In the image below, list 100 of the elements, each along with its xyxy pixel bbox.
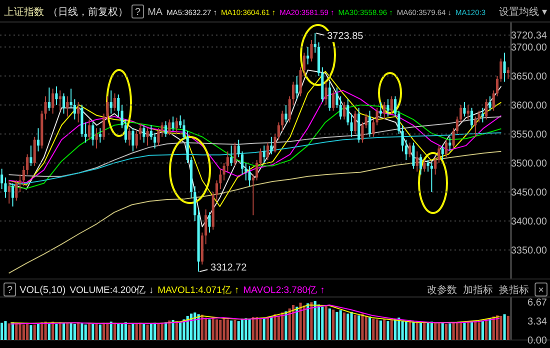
- candlestick: [296, 75, 298, 100]
- bar: [506, 316, 510, 340]
- bar: [444, 324, 448, 340]
- bar: [328, 308, 331, 340]
- candlestick: [386, 98, 390, 118]
- bar: [496, 315, 499, 340]
- candlestick: [416, 150, 418, 172]
- text: VOLUME:4.200亿 ↓: [70, 285, 154, 296]
- candlestick: [138, 123, 142, 140]
- candlestick: [346, 98, 350, 126]
- candlestick: [150, 124, 152, 140]
- bar: [434, 323, 437, 340]
- candlestick: [372, 118, 375, 138]
- candlestick: [84, 122, 87, 144]
- bar: [361, 314, 364, 340]
- candlestick: [324, 81, 328, 106]
- bar: [106, 322, 109, 340]
- annotation: 3723.85: [327, 31, 364, 42]
- text: ?: [135, 7, 141, 18]
- candlestick: [390, 96, 393, 114]
- candlestick: [168, 118, 171, 136]
- bar: [84, 324, 87, 340]
- candlestick: [478, 110, 480, 123]
- candlestick: [310, 39, 313, 62]
- candlestick: [240, 150, 244, 176]
- bar: [470, 322, 474, 340]
- bar: [33, 324, 36, 340]
- y-tick-label: 3500.00: [510, 158, 548, 170]
- bar: [150, 323, 152, 340]
- bar: [321, 306, 324, 340]
- y-tick-label: 3600.00: [510, 100, 548, 112]
- bar: [398, 318, 400, 340]
- bar: [124, 322, 127, 340]
- bar: [212, 318, 214, 340]
- candlestick: [204, 208, 208, 245]
- bar: [154, 322, 156, 340]
- bar: [208, 319, 211, 340]
- bar: [256, 317, 258, 340]
- bar: [354, 314, 356, 340]
- candlestick: [481, 107, 484, 123]
- candlestick: [132, 128, 134, 152]
- bar: [299, 302, 302, 340]
- bar: [164, 322, 168, 340]
- bar: [55, 324, 58, 340]
- candlestick: [44, 96, 47, 120]
- bar: [204, 318, 208, 340]
- candlestick: [284, 104, 288, 123]
- text: 换指标: [499, 284, 530, 296]
- text: MA: [148, 7, 163, 18]
- candlestick: [262, 145, 266, 164]
- bar: [500, 316, 502, 340]
- bar: [401, 320, 404, 340]
- y-tick-label: 6.67: [528, 297, 548, 308]
- bar: [284, 311, 288, 340]
- bar: [386, 321, 390, 340]
- bar: [430, 322, 433, 340]
- candlestick: [135, 130, 138, 149]
- bar: [44, 322, 47, 340]
- candlestick: [110, 90, 112, 114]
- bar: [117, 323, 120, 340]
- candlestick: [448, 136, 452, 152]
- bar: [132, 323, 134, 340]
- bar: [197, 314, 200, 340]
- bar: [474, 321, 477, 340]
- bar: [179, 322, 182, 340]
- bar: [138, 322, 142, 340]
- bar: [324, 306, 328, 340]
- bar: [404, 321, 408, 340]
- bar: [120, 324, 124, 340]
- bar: [292, 305, 295, 340]
- bar: [383, 319, 386, 340]
- y-tick-label: 3.34: [528, 316, 548, 328]
- candlestick: [36, 128, 40, 152]
- bar: [441, 322, 444, 340]
- bar: [172, 320, 174, 340]
- bar: [306, 303, 310, 340]
- bar: [146, 324, 149, 340]
- bar: [190, 314, 193, 340]
- bar: [350, 312, 353, 340]
- candlestick: [306, 46, 310, 65]
- bar: [62, 323, 66, 340]
- bar: [485, 319, 488, 340]
- bar: [88, 322, 91, 340]
- bar: [288, 308, 291, 340]
- y-tick-label: 3720.34: [510, 30, 548, 42]
- bar: [226, 319, 229, 340]
- bar: [77, 322, 80, 340]
- bar: [248, 319, 251, 340]
- series-label: MAVOL2:3.780亿 ↑: [243, 285, 325, 296]
- candlestick: [485, 98, 488, 120]
- candlestick: [506, 66, 510, 80]
- bar: [416, 322, 418, 340]
- text: ?: [7, 285, 13, 296]
- bar: [310, 302, 313, 340]
- candlestick: [368, 110, 372, 138]
- candlestick: [412, 142, 415, 170]
- candlestick: [328, 81, 331, 112]
- y-tick-label: 3650.00: [510, 71, 548, 82]
- candlestick: [172, 116, 174, 132]
- candlestick: [252, 174, 254, 216]
